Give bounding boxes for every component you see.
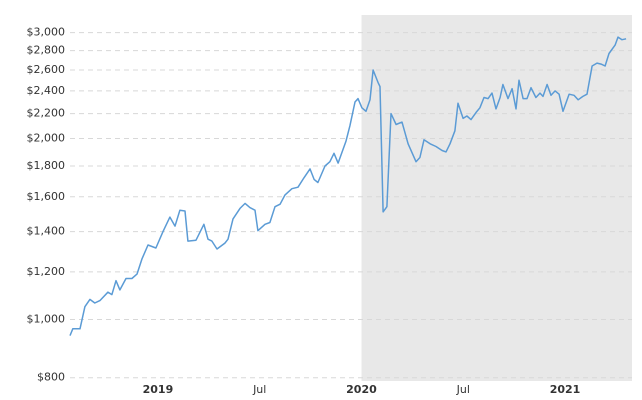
x-tick-label: 2019 xyxy=(143,383,174,396)
y-tick-label: $2,400 xyxy=(27,84,66,97)
x-tick-label: Jul xyxy=(252,383,266,396)
y-tick-label: $3,000 xyxy=(27,26,66,39)
y-tick-label: $1,800 xyxy=(27,159,66,172)
y-tick-label: $1,200 xyxy=(27,265,66,278)
shaded-region xyxy=(361,15,632,381)
y-tick-label: $800 xyxy=(37,371,65,384)
y-tick-label: $1,000 xyxy=(27,312,66,325)
x-tick-label: Jul xyxy=(456,383,470,396)
y-tick-label: $2,200 xyxy=(27,107,66,120)
x-tick-label: 2021 xyxy=(550,383,581,396)
price-line xyxy=(69,36,627,336)
y-tick-label: $2,800 xyxy=(27,44,66,57)
x-tick-label: 2020 xyxy=(346,383,377,396)
y-tick-label: $2,000 xyxy=(27,132,66,145)
y-tick-label: $1,400 xyxy=(27,225,66,238)
y-tick-label: $2,600 xyxy=(27,63,66,76)
y-tick-label: $1,600 xyxy=(27,190,66,203)
